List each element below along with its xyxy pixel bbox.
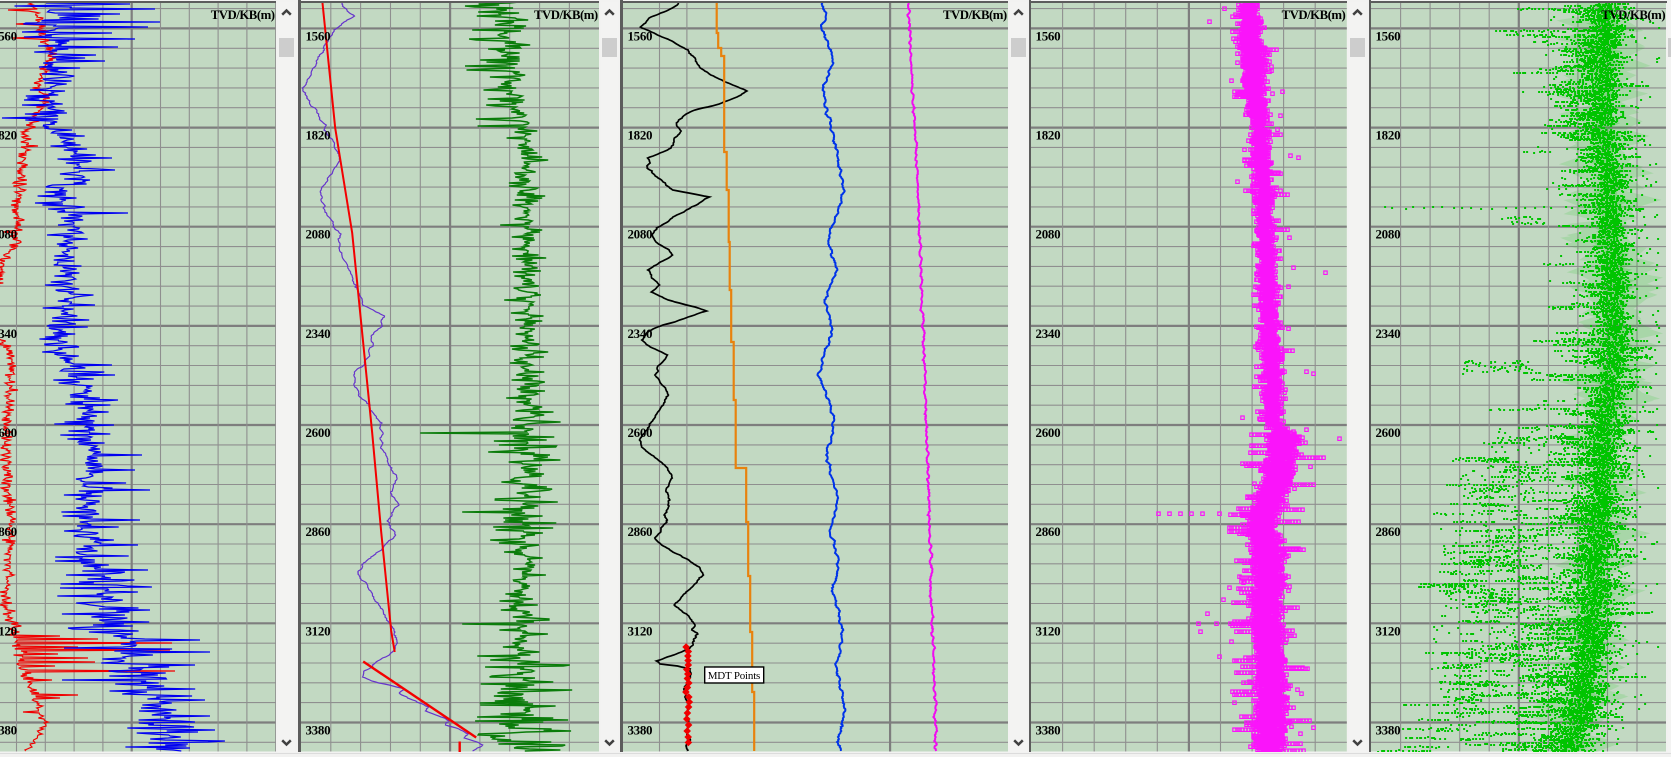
svg-text:1560: 1560 bbox=[1036, 28, 1061, 43]
svg-text:2600: 2600 bbox=[305, 425, 330, 440]
svg-text:MDT Points: MDT Points bbox=[707, 670, 759, 682]
svg-text:2340: 2340 bbox=[627, 326, 652, 341]
svg-text:3380: 3380 bbox=[1375, 722, 1400, 737]
svg-text:TVD/KB(m): TVD/KB(m) bbox=[943, 8, 1007, 22]
svg-text:1820: 1820 bbox=[1375, 128, 1400, 143]
svg-text:2340: 2340 bbox=[1036, 326, 1061, 341]
svg-text:TVD/KB(m): TVD/KB(m) bbox=[211, 8, 275, 22]
svg-text:2600: 2600 bbox=[1375, 425, 1400, 440]
svg-text:1560: 1560 bbox=[627, 28, 652, 43]
svg-text:1820: 1820 bbox=[0, 128, 17, 143]
svg-text:2340: 2340 bbox=[0, 326, 17, 341]
svg-text:1560: 1560 bbox=[1375, 28, 1400, 43]
svg-text:2600: 2600 bbox=[627, 425, 652, 440]
svg-text:2080: 2080 bbox=[305, 227, 330, 242]
svg-text:2860: 2860 bbox=[0, 524, 17, 539]
svg-text:2860: 2860 bbox=[1375, 524, 1400, 539]
svg-text:2080: 2080 bbox=[1036, 227, 1061, 242]
svg-text:2340: 2340 bbox=[305, 326, 330, 341]
svg-text:1820: 1820 bbox=[627, 128, 652, 143]
svg-text:3380: 3380 bbox=[1036, 722, 1061, 737]
svg-text:TVD/KB(m): TVD/KB(m) bbox=[1601, 8, 1665, 22]
svg-text:3120: 3120 bbox=[1375, 623, 1400, 638]
svg-text:2600: 2600 bbox=[0, 425, 17, 440]
svg-text:3380: 3380 bbox=[305, 722, 330, 737]
svg-text:3120: 3120 bbox=[1036, 623, 1061, 638]
svg-text:3380: 3380 bbox=[0, 723, 17, 738]
svg-text:TVD/KB(m): TVD/KB(m) bbox=[534, 8, 598, 22]
svg-text:1820: 1820 bbox=[1036, 128, 1061, 143]
svg-text:TVD/KB(m): TVD/KB(m) bbox=[1282, 8, 1346, 22]
svg-text:3120: 3120 bbox=[305, 623, 330, 638]
svg-text:1560: 1560 bbox=[0, 28, 17, 43]
svg-text:2860: 2860 bbox=[305, 524, 330, 539]
svg-text:2340: 2340 bbox=[1375, 326, 1400, 341]
svg-text:2860: 2860 bbox=[627, 524, 652, 539]
svg-text:1820: 1820 bbox=[305, 128, 330, 143]
svg-text:2080: 2080 bbox=[0, 227, 17, 242]
svg-text:2080: 2080 bbox=[627, 227, 652, 242]
svg-text:3120: 3120 bbox=[0, 623, 17, 638]
svg-text:1560: 1560 bbox=[305, 28, 330, 43]
svg-text:2860: 2860 bbox=[1036, 524, 1061, 539]
svg-text:3380: 3380 bbox=[627, 722, 652, 737]
svg-text:2600: 2600 bbox=[1036, 425, 1061, 440]
svg-text:3120: 3120 bbox=[627, 623, 652, 638]
svg-text:2080: 2080 bbox=[1375, 227, 1400, 242]
